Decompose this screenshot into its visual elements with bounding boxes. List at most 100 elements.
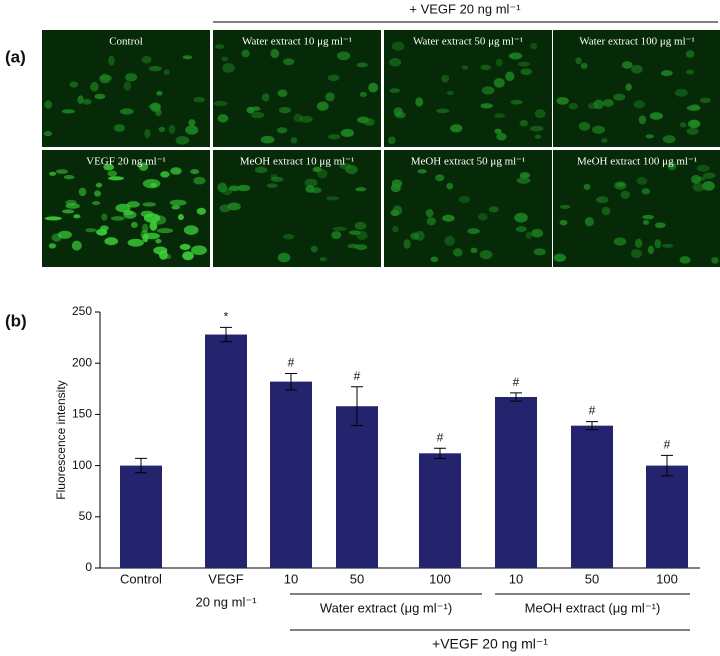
cell xyxy=(125,73,138,82)
micrograph: Water extract 10 μg ml⁻¹ xyxy=(213,30,381,147)
cell xyxy=(614,181,627,190)
cell xyxy=(436,108,450,114)
cell xyxy=(340,128,355,138)
cell xyxy=(697,176,706,181)
micrograph: Control xyxy=(42,30,210,147)
cell xyxy=(148,65,162,72)
cell xyxy=(446,90,454,96)
cell xyxy=(193,96,205,103)
cell xyxy=(625,83,632,91)
cell xyxy=(584,216,594,227)
cell xyxy=(44,216,62,221)
cell xyxy=(214,44,225,49)
cell xyxy=(495,58,503,67)
cell xyxy=(519,119,529,127)
cell xyxy=(331,231,342,239)
cell xyxy=(120,108,134,115)
cell xyxy=(261,93,270,102)
cell xyxy=(580,62,588,69)
cell xyxy=(254,166,268,174)
error-bar xyxy=(661,454,673,477)
cell xyxy=(94,93,106,100)
cell xyxy=(336,51,351,61)
cell xyxy=(283,233,295,240)
cell xyxy=(516,177,531,184)
cell xyxy=(348,230,361,235)
cell xyxy=(130,221,138,228)
bar xyxy=(205,334,247,568)
significance-mark: # xyxy=(589,404,596,418)
cell xyxy=(171,205,181,210)
cell xyxy=(228,185,240,192)
cell xyxy=(477,213,488,221)
cell xyxy=(65,199,77,206)
cell xyxy=(508,52,523,60)
cell xyxy=(123,81,132,91)
y-tick-label: 0 xyxy=(85,560,92,574)
cell xyxy=(530,42,538,50)
cell xyxy=(692,182,705,192)
cell xyxy=(107,170,118,177)
cell xyxy=(310,245,318,253)
panel-label: (b) xyxy=(5,311,27,330)
cell xyxy=(44,100,53,109)
cell xyxy=(533,248,546,256)
cell xyxy=(517,61,530,67)
error-bar xyxy=(220,326,232,343)
cell xyxy=(319,257,328,262)
cell xyxy=(654,222,666,229)
cell xyxy=(94,190,101,197)
cell xyxy=(587,102,599,110)
cell xyxy=(661,70,673,77)
cell xyxy=(515,226,527,233)
image-label: Water extract 100 μg ml⁻¹ xyxy=(579,36,695,48)
footer-label: +VEGF 20 ng ml⁻¹ xyxy=(432,636,548,652)
cell xyxy=(450,124,463,133)
image-label: VEGF 20 ng ml⁻¹ xyxy=(86,156,166,168)
cell xyxy=(621,61,633,69)
image-label: MeOH extract 100 μg ml⁻¹ xyxy=(577,156,697,168)
cell xyxy=(217,182,228,193)
cell xyxy=(191,245,207,256)
cell xyxy=(441,74,450,83)
cell xyxy=(99,73,111,84)
x-tick-label: Control xyxy=(120,571,162,586)
cell xyxy=(156,228,174,234)
error-bar xyxy=(351,386,363,427)
group-label: Water extract (μg ml⁻¹) xyxy=(320,600,452,615)
image-label: Water extract 50 μg ml⁻¹ xyxy=(413,36,523,48)
cell xyxy=(575,57,582,65)
cell xyxy=(414,230,425,241)
cell xyxy=(183,225,199,235)
cell xyxy=(392,205,403,216)
cell xyxy=(630,249,642,259)
y-tick-label: 100 xyxy=(72,458,92,472)
cell xyxy=(325,196,339,201)
cell xyxy=(73,214,81,219)
cell xyxy=(394,111,406,119)
cell xyxy=(71,240,82,251)
cell xyxy=(696,164,710,172)
cell xyxy=(123,210,137,219)
micrograph: MeOH extract 10 μg ml⁻¹ xyxy=(213,150,381,267)
cell xyxy=(417,169,427,174)
cell xyxy=(601,138,608,143)
x-tick-label: VEGF xyxy=(208,571,243,586)
cell xyxy=(325,92,335,102)
cell xyxy=(667,161,677,171)
cell xyxy=(48,243,57,249)
cell xyxy=(57,230,72,239)
micrograph-bg xyxy=(384,30,552,147)
cell xyxy=(77,95,84,104)
bar xyxy=(571,425,613,568)
cell xyxy=(470,247,478,253)
micrograph: MeOH extract 100 μg ml⁻¹ xyxy=(553,150,720,267)
cell xyxy=(156,90,163,96)
cell xyxy=(270,176,284,183)
cell xyxy=(685,69,695,75)
cell xyxy=(150,102,161,112)
cell xyxy=(355,244,368,251)
cell xyxy=(61,109,75,114)
x-tick-label: 10 xyxy=(509,571,523,586)
cell xyxy=(149,221,158,231)
